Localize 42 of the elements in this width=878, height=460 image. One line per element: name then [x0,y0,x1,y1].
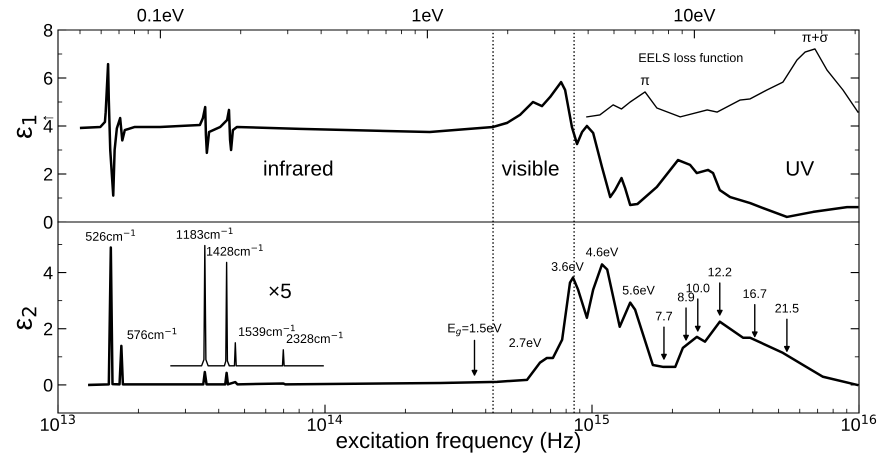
x-tick-label: 10eV [674,8,716,22]
annotation: infrared [264,160,332,176]
annotation: 5.6eV [622,286,655,295]
y-tick-label: 2 [44,168,52,181]
annotation: visible [502,160,559,176]
annotation: 2.7eV [509,338,542,348]
x-tick-label: 10$^{14}$ [308,414,342,431]
annotation: 2328cm$^{−1}$ [286,332,343,344]
y-tick-label: 0 [44,378,52,392]
annotation: EELS loss function [639,52,742,62]
annotation: π+σ [802,34,828,42]
annotation: 1183cm$^{−1}$ [176,228,233,239]
annotation: 1428cm$^{−1}$ [206,244,263,256]
annotation: 12.2 [708,268,732,276]
annotation: 4.6eV [586,248,618,256]
annotation: 21.5 [775,304,799,313]
y-tick-label: 4 [44,266,53,280]
x-tick-label: 10$^{16}$ [842,414,876,431]
x-tick-label: 10$^{15}$ [574,414,609,431]
annotation: 10.0 [686,284,710,292]
x-axis-title: excitation frequency (Hz) [336,432,580,453]
y-tick-label: 8 [44,24,52,37]
annotation: UV [786,161,814,176]
annotation: 526cm$^{−1}$ [86,230,136,241]
annotation: π [640,78,650,86]
annotation: ×5 [269,284,291,298]
annotation: 8.9 [678,292,694,302]
x-tick-label: 10$^{13}$ [40,414,75,431]
text: ← [43,116,54,120]
y-axis-title: ε$_{2}$ [16,307,36,330]
x-tick-label: 0.1eV [137,8,184,22]
y-tick-label: 6 [44,72,52,85]
annotation: E$_{g}$=1.5eV [448,324,502,336]
annotation: 7.7 [656,312,672,320]
y-tick-label: 2 [44,322,52,336]
annotation: 16.7 [744,289,766,298]
y-tick-label: 0 [44,216,52,229]
x-tick-label: 1eV [412,8,444,22]
y-tick-label: 4 [44,120,53,133]
annotation: 576cm$^{−1}$ [127,328,176,340]
annotation: 3.6eV [552,262,584,271]
y-axis-title: ε$_{1}$ [16,116,36,138]
